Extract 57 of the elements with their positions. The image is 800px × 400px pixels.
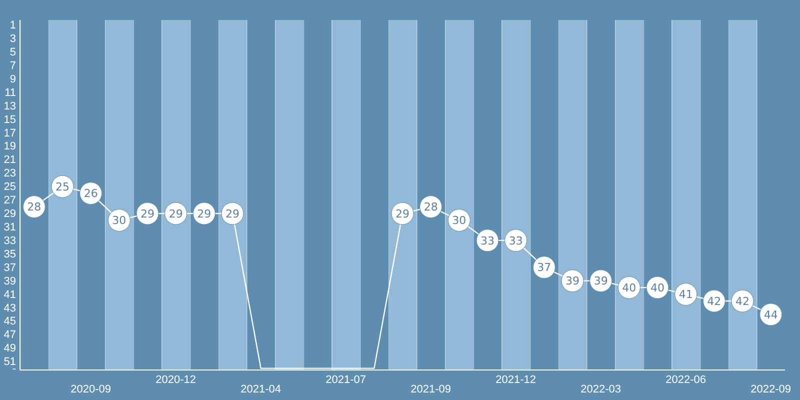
data-label: 30 [112, 214, 126, 228]
data-label: 33 [480, 234, 494, 248]
y-tick-label: 41 [4, 288, 16, 301]
data-label: 26 [84, 187, 98, 200]
y-tick-label: 21 [4, 154, 16, 166]
y-tick-label: 7 [10, 60, 16, 72]
x-tick-label: 2021-12 [496, 374, 536, 386]
x-tick-label: 2022-09 [750, 384, 792, 396]
y-tick-label: 45 [4, 316, 16, 328]
y-tick-label: 29 [4, 208, 16, 220]
x-tick-label: 2021-09 [410, 384, 452, 396]
x-tick-label: 2021-07 [326, 374, 366, 386]
y-tick-label: 27 [4, 194, 16, 207]
data-label: 40 [622, 281, 636, 294]
data-label: 29 [197, 207, 212, 220]
data-label: 40 [650, 281, 664, 294]
x-tick-label: 2020-12 [156, 374, 196, 386]
y-tick-label: 31 [4, 221, 16, 234]
y-tick-label: 9 [10, 73, 16, 86]
x-tick-label: 2020-09 [70, 384, 112, 396]
y-tick-label: 5 [10, 46, 16, 58]
data-label: 37 [537, 261, 552, 274]
data-label: 39 [594, 274, 608, 288]
y-tick-label: 23 [4, 168, 16, 180]
data-label: 29 [140, 207, 154, 220]
y-tick-label: 49 [4, 342, 16, 355]
data-label: 42 [736, 294, 750, 308]
y-tick-label: 51 [4, 356, 16, 368]
data-label: 39 [566, 274, 580, 288]
y-tick-label: 39 [4, 275, 16, 288]
y-tick-label: 15 [4, 114, 16, 126]
y-tick-label: 11 [4, 86, 16, 99]
y-tick-label: 33 [4, 234, 16, 247]
data-label: 25 [56, 180, 70, 194]
x-tick-label: 2022-03 [580, 384, 622, 396]
y-tick-label: 35 [4, 248, 16, 260]
y-tick-label: 25 [4, 181, 16, 194]
data-label: 29 [226, 207, 240, 220]
data-label: 29 [168, 207, 183, 220]
data-label: 42 [707, 294, 722, 308]
x-tick-label: 2021-04 [240, 384, 282, 396]
x-tick-label: 2022-06 [666, 374, 706, 386]
data-label: 28 [27, 200, 42, 214]
y-tick-label: 3 [10, 33, 16, 46]
y-tick-label: 1 [10, 20, 16, 32]
y-tick-label: 37 [4, 262, 16, 274]
y-tick-label: 19 [4, 140, 16, 153]
y-tick-label: 43 [4, 302, 16, 314]
data-label: 29 [396, 207, 410, 220]
data-label: 33 [508, 234, 523, 248]
data-label: 30 [452, 214, 466, 228]
y-tick-label: 47 [4, 329, 16, 342]
y-tick-label: 17 [4, 127, 16, 140]
y-tick-label: 13 [4, 100, 16, 112]
data-label: 41 [678, 288, 693, 302]
data-label: 28 [424, 200, 438, 214]
data-label: 44 [764, 308, 778, 322]
